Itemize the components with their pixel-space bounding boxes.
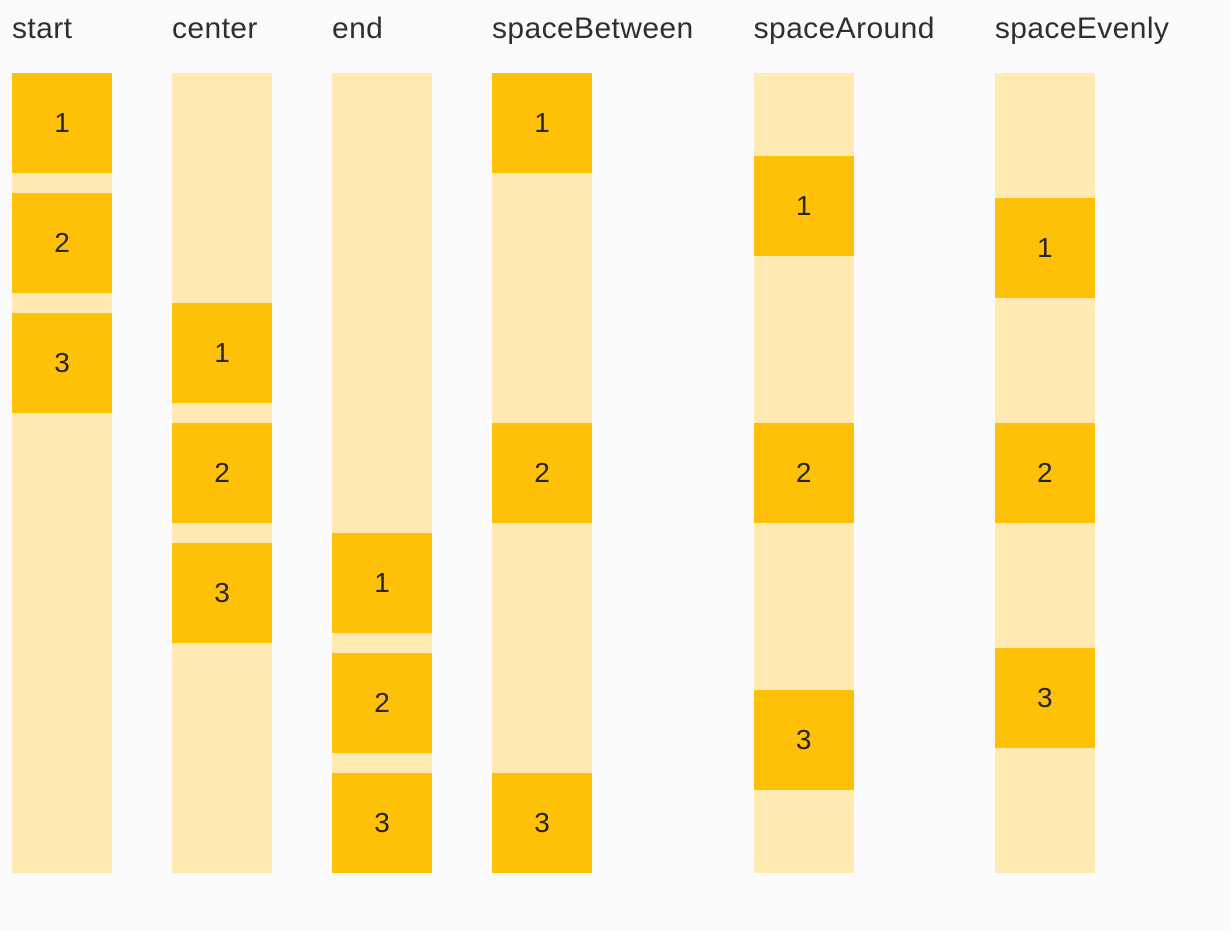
- flex-item-box: 3: [12, 313, 112, 413]
- flex-item-box: 2: [492, 423, 592, 523]
- flex-item-box: 1: [172, 303, 272, 403]
- flex-item-box: 3: [332, 773, 432, 873]
- flex-item-box: 2: [994, 423, 1095, 523]
- flex-item-box: 3: [994, 648, 1095, 748]
- flex-item-box: 2: [12, 193, 112, 293]
- flex-item-box: 1: [492, 73, 592, 173]
- flex-container-track: 1 2 3: [994, 73, 1095, 873]
- column-label: center: [172, 12, 258, 45]
- flex-item-box: 3: [492, 773, 592, 873]
- column-label: spaceEvenly: [994, 12, 1170, 45]
- alignment-column: center 1 2 3: [172, 8, 272, 873]
- flex-item-box: 1: [753, 156, 854, 257]
- flex-container-track: 1 2 3: [492, 73, 592, 873]
- alignment-column: spaceAround 1 2 3: [753, 8, 935, 873]
- alignment-column: start 1 2 3: [12, 8, 112, 873]
- flex-item-box: 1: [12, 73, 112, 173]
- flex-item-box: 3: [753, 689, 854, 790]
- flex-item-box: 1: [994, 198, 1095, 298]
- flex-item-box: 3: [172, 543, 272, 643]
- column-label: end: [332, 12, 384, 45]
- column-label: start: [12, 12, 73, 45]
- alignment-column: spaceEvenly 1 2 3: [994, 8, 1170, 873]
- flex-item-box: 2: [332, 653, 432, 753]
- flex-item-box: 2: [172, 423, 272, 523]
- flex-container-track: 1 2 3: [332, 73, 432, 873]
- flex-container-track: 1 2 3: [753, 73, 854, 873]
- column-label: spaceAround: [753, 12, 935, 45]
- column-label: spaceBetween: [492, 12, 694, 45]
- flex-item-box: 1: [332, 533, 432, 633]
- flex-container-track: 1 2 3: [172, 73, 272, 873]
- flex-item-box: 2: [753, 422, 854, 523]
- alignment-column: spaceBetween 1 2 3: [492, 8, 694, 873]
- flex-container-track: 1 2 3: [12, 73, 112, 873]
- alignment-column: end 1 2 3: [332, 8, 432, 873]
